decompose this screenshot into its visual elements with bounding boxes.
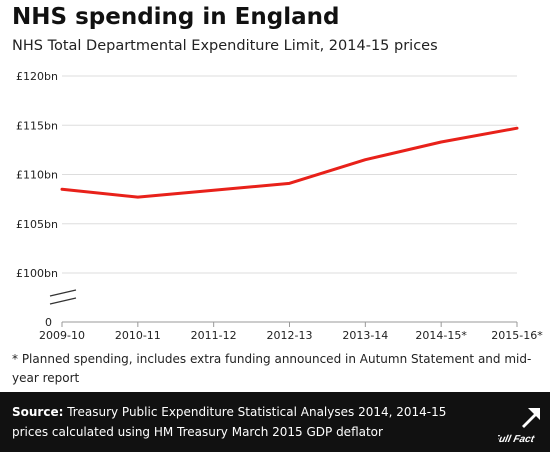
x-tick-label: 2015-16* — [491, 329, 543, 342]
x-tick-label: 2011-12 — [191, 329, 237, 342]
source-text: Treasury Public Expenditure Statistical … — [12, 405, 447, 439]
y-tick-label: £105bn — [16, 218, 58, 231]
x-tick-label: 2010-11 — [115, 329, 161, 342]
full-fact-logo-icon: Full Fact — [498, 408, 540, 445]
x-tick-label: 2013-14 — [342, 329, 388, 342]
y-tick-label: £100bn — [16, 267, 58, 280]
page-subtitle: NHS Total Departmental Expenditure Limit… — [12, 38, 438, 54]
x-tick-label: 2012-13 — [267, 329, 313, 342]
y-tick-label: £115bn — [16, 119, 58, 132]
brand-wordmark: Full Fact — [498, 434, 536, 445]
page-title: NHS spending in England — [12, 4, 340, 30]
source-footer: Source: Treasury Public Expenditure Stat… — [0, 392, 550, 452]
axis-break-mark — [49, 297, 77, 305]
x-tick-label: 2009-10 — [39, 329, 85, 342]
x-tick-label: 2014-15* — [415, 329, 467, 342]
source-label: Source: — [12, 405, 64, 419]
footnote: * Planned spending, includes extra fundi… — [12, 352, 532, 385]
series-line — [60, 126, 519, 199]
y-zero-label: 0 — [45, 316, 52, 329]
y-tick-label: £110bn — [16, 169, 58, 182]
y-tick-label: £120bn — [16, 70, 58, 83]
source-text-block: Source: Treasury Public Expenditure Stat… — [12, 402, 482, 442]
axis-break-mark — [49, 289, 77, 297]
